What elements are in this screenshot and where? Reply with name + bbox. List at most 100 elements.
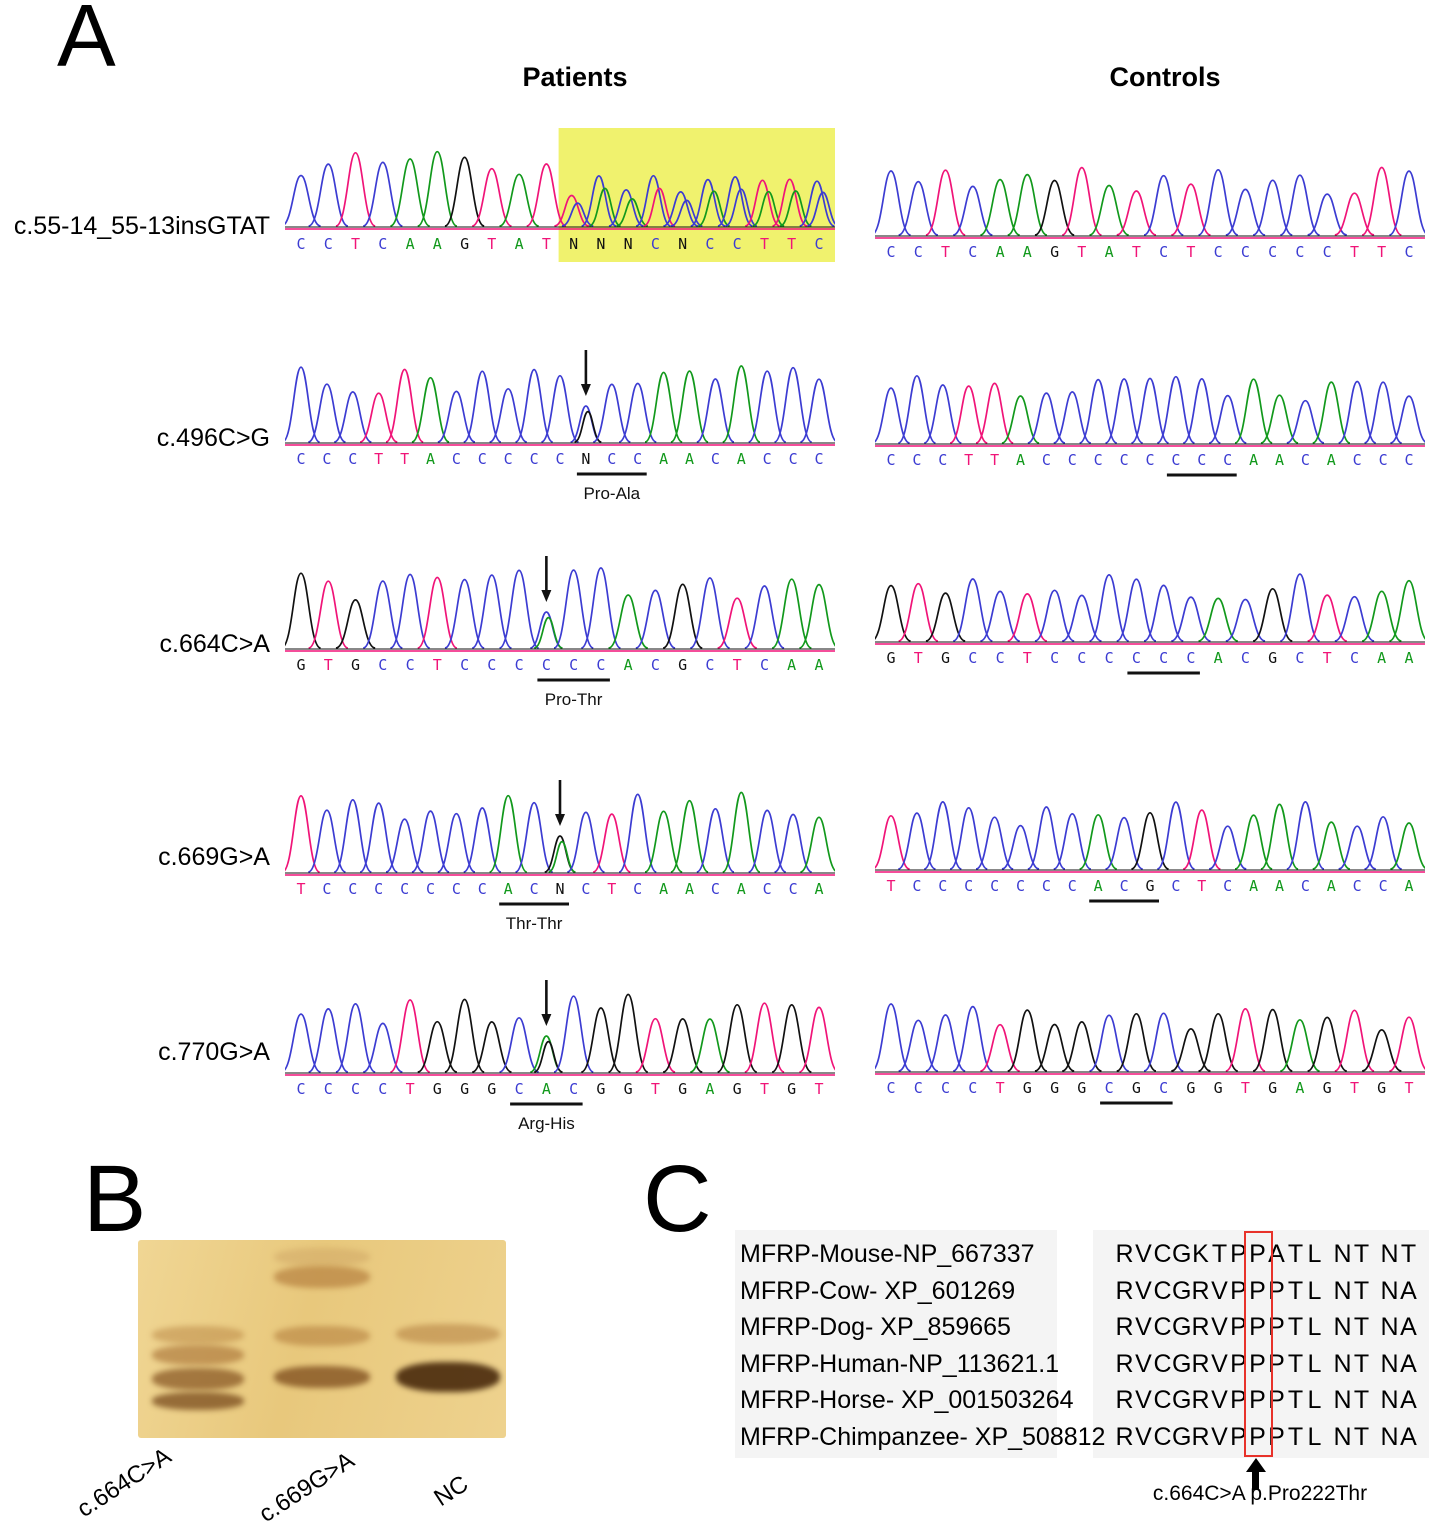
svg-text:G: G xyxy=(1145,877,1154,895)
alignment-residue: N xyxy=(1380,1240,1399,1268)
svg-text:T: T xyxy=(941,243,950,261)
svg-text:C: C xyxy=(651,235,660,253)
svg-text:A: A xyxy=(1404,877,1413,895)
svg-text:C: C xyxy=(460,656,469,674)
alignment-residue: G xyxy=(1172,1422,1192,1451)
alignment-residue: T xyxy=(1287,1349,1304,1378)
gel-band-lane3-2 xyxy=(396,1362,500,1392)
svg-text:G: G xyxy=(1323,1079,1332,1097)
alignment-residue: V xyxy=(1211,1422,1228,1451)
panel-a-letter: A xyxy=(57,0,116,85)
alignment-residue: G xyxy=(1172,1276,1192,1305)
svg-text:C: C xyxy=(914,243,923,261)
alignment-residue: L xyxy=(1307,1386,1322,1414)
alignment-residue: R xyxy=(1115,1276,1134,1305)
alignment-residue: K xyxy=(1192,1240,1209,1268)
gel-band-lane2-3 xyxy=(274,1326,370,1346)
alignment-residue: T xyxy=(1353,1386,1370,1414)
svg-text:C: C xyxy=(1042,877,1051,895)
svg-text:C: C xyxy=(1016,877,1025,895)
alignment-residue: L xyxy=(1307,1422,1322,1451)
svg-text:A: A xyxy=(1249,877,1258,895)
svg-text:T: T xyxy=(914,649,923,667)
alignment-residue: P xyxy=(1249,1276,1266,1305)
svg-text:C: C xyxy=(914,1079,923,1097)
alignment-residue: L xyxy=(1307,1240,1322,1268)
svg-text:C: C xyxy=(1223,451,1232,469)
svg-text:G: G xyxy=(787,1080,796,1098)
svg-text:C: C xyxy=(1214,243,1223,261)
svg-text:T: T xyxy=(733,656,742,674)
svg-text:C: C xyxy=(968,243,977,261)
svg-text:C: C xyxy=(1132,649,1141,667)
svg-text:C: C xyxy=(1120,877,1129,895)
panel-c-letter: C xyxy=(643,1146,712,1252)
svg-text:C: C xyxy=(912,877,921,895)
svg-text:C: C xyxy=(378,656,387,674)
svg-text:C: C xyxy=(996,649,1005,667)
alignment-residue: T xyxy=(1353,1422,1370,1451)
svg-text:C: C xyxy=(378,235,387,253)
svg-text:A: A xyxy=(659,450,668,468)
svg-text:C: C xyxy=(324,235,333,253)
svg-text:A: A xyxy=(1275,877,1284,895)
svg-text:C: C xyxy=(633,450,642,468)
svg-text:T: T xyxy=(1350,1079,1359,1097)
svg-text:C: C xyxy=(296,235,305,253)
svg-text:G: G xyxy=(1077,1079,1086,1097)
svg-text:C: C xyxy=(705,235,714,253)
alignment-species-name: MFRP-Human-NP_113621.1 xyxy=(740,1349,1060,1378)
alignment-residue: T xyxy=(1400,1240,1417,1268)
alignment-residue xyxy=(1371,1346,1380,1383)
svg-text:C: C xyxy=(406,656,415,674)
svg-text:C: C xyxy=(964,877,973,895)
svg-text:C: C xyxy=(1171,877,1180,895)
svg-text:C: C xyxy=(760,656,769,674)
alignment-residue: C xyxy=(1153,1422,1172,1451)
svg-text:C: C xyxy=(452,880,461,898)
svg-text:C: C xyxy=(1241,649,1250,667)
svg-text:G: G xyxy=(1268,649,1277,667)
svg-text:C: C xyxy=(1268,243,1277,261)
gel-image xyxy=(138,1240,506,1438)
svg-text:G: G xyxy=(460,1080,469,1098)
svg-text:G: G xyxy=(596,1080,605,1098)
svg-text:C: C xyxy=(542,656,551,674)
svg-text:T: T xyxy=(487,235,496,253)
svg-text:C: C xyxy=(1197,451,1206,469)
svg-text:A: A xyxy=(1404,649,1413,667)
svg-text:G: G xyxy=(733,1080,742,1098)
alignment-residue: N xyxy=(1333,1276,1352,1305)
svg-text:G: G xyxy=(433,1080,442,1098)
svg-text:A: A xyxy=(705,1080,714,1098)
svg-text:T: T xyxy=(1377,243,1386,261)
svg-text:C: C xyxy=(705,656,714,674)
svg-text:T: T xyxy=(964,451,973,469)
svg-text:C: C xyxy=(348,450,357,468)
svg-text:C: C xyxy=(1295,243,1304,261)
alignment-residue xyxy=(1371,1309,1380,1346)
svg-text:C: C xyxy=(607,450,616,468)
alignment-residue: T xyxy=(1211,1240,1228,1268)
svg-text:T: T xyxy=(1132,243,1141,261)
svg-text:G: G xyxy=(678,656,687,674)
svg-text:T: T xyxy=(374,450,383,468)
alignment-residue: P xyxy=(1249,1386,1266,1414)
svg-text:G: G xyxy=(351,656,360,674)
svg-text:T: T xyxy=(1241,1079,1250,1097)
svg-text:C: C xyxy=(763,450,772,468)
gel-lane-label-c664: c.664C>A xyxy=(72,1442,177,1523)
svg-text:A: A xyxy=(1377,649,1386,667)
alignment-species-name: MFRP-Mouse-NP_667337 xyxy=(740,1240,1035,1268)
svg-text:C: C xyxy=(733,235,742,253)
svg-text:G: G xyxy=(487,1080,496,1098)
panel-b-letter: B xyxy=(83,1146,147,1252)
svg-text:A: A xyxy=(787,656,796,674)
svg-text:G: G xyxy=(624,1080,633,1098)
alignment-residue: C xyxy=(1153,1240,1172,1268)
